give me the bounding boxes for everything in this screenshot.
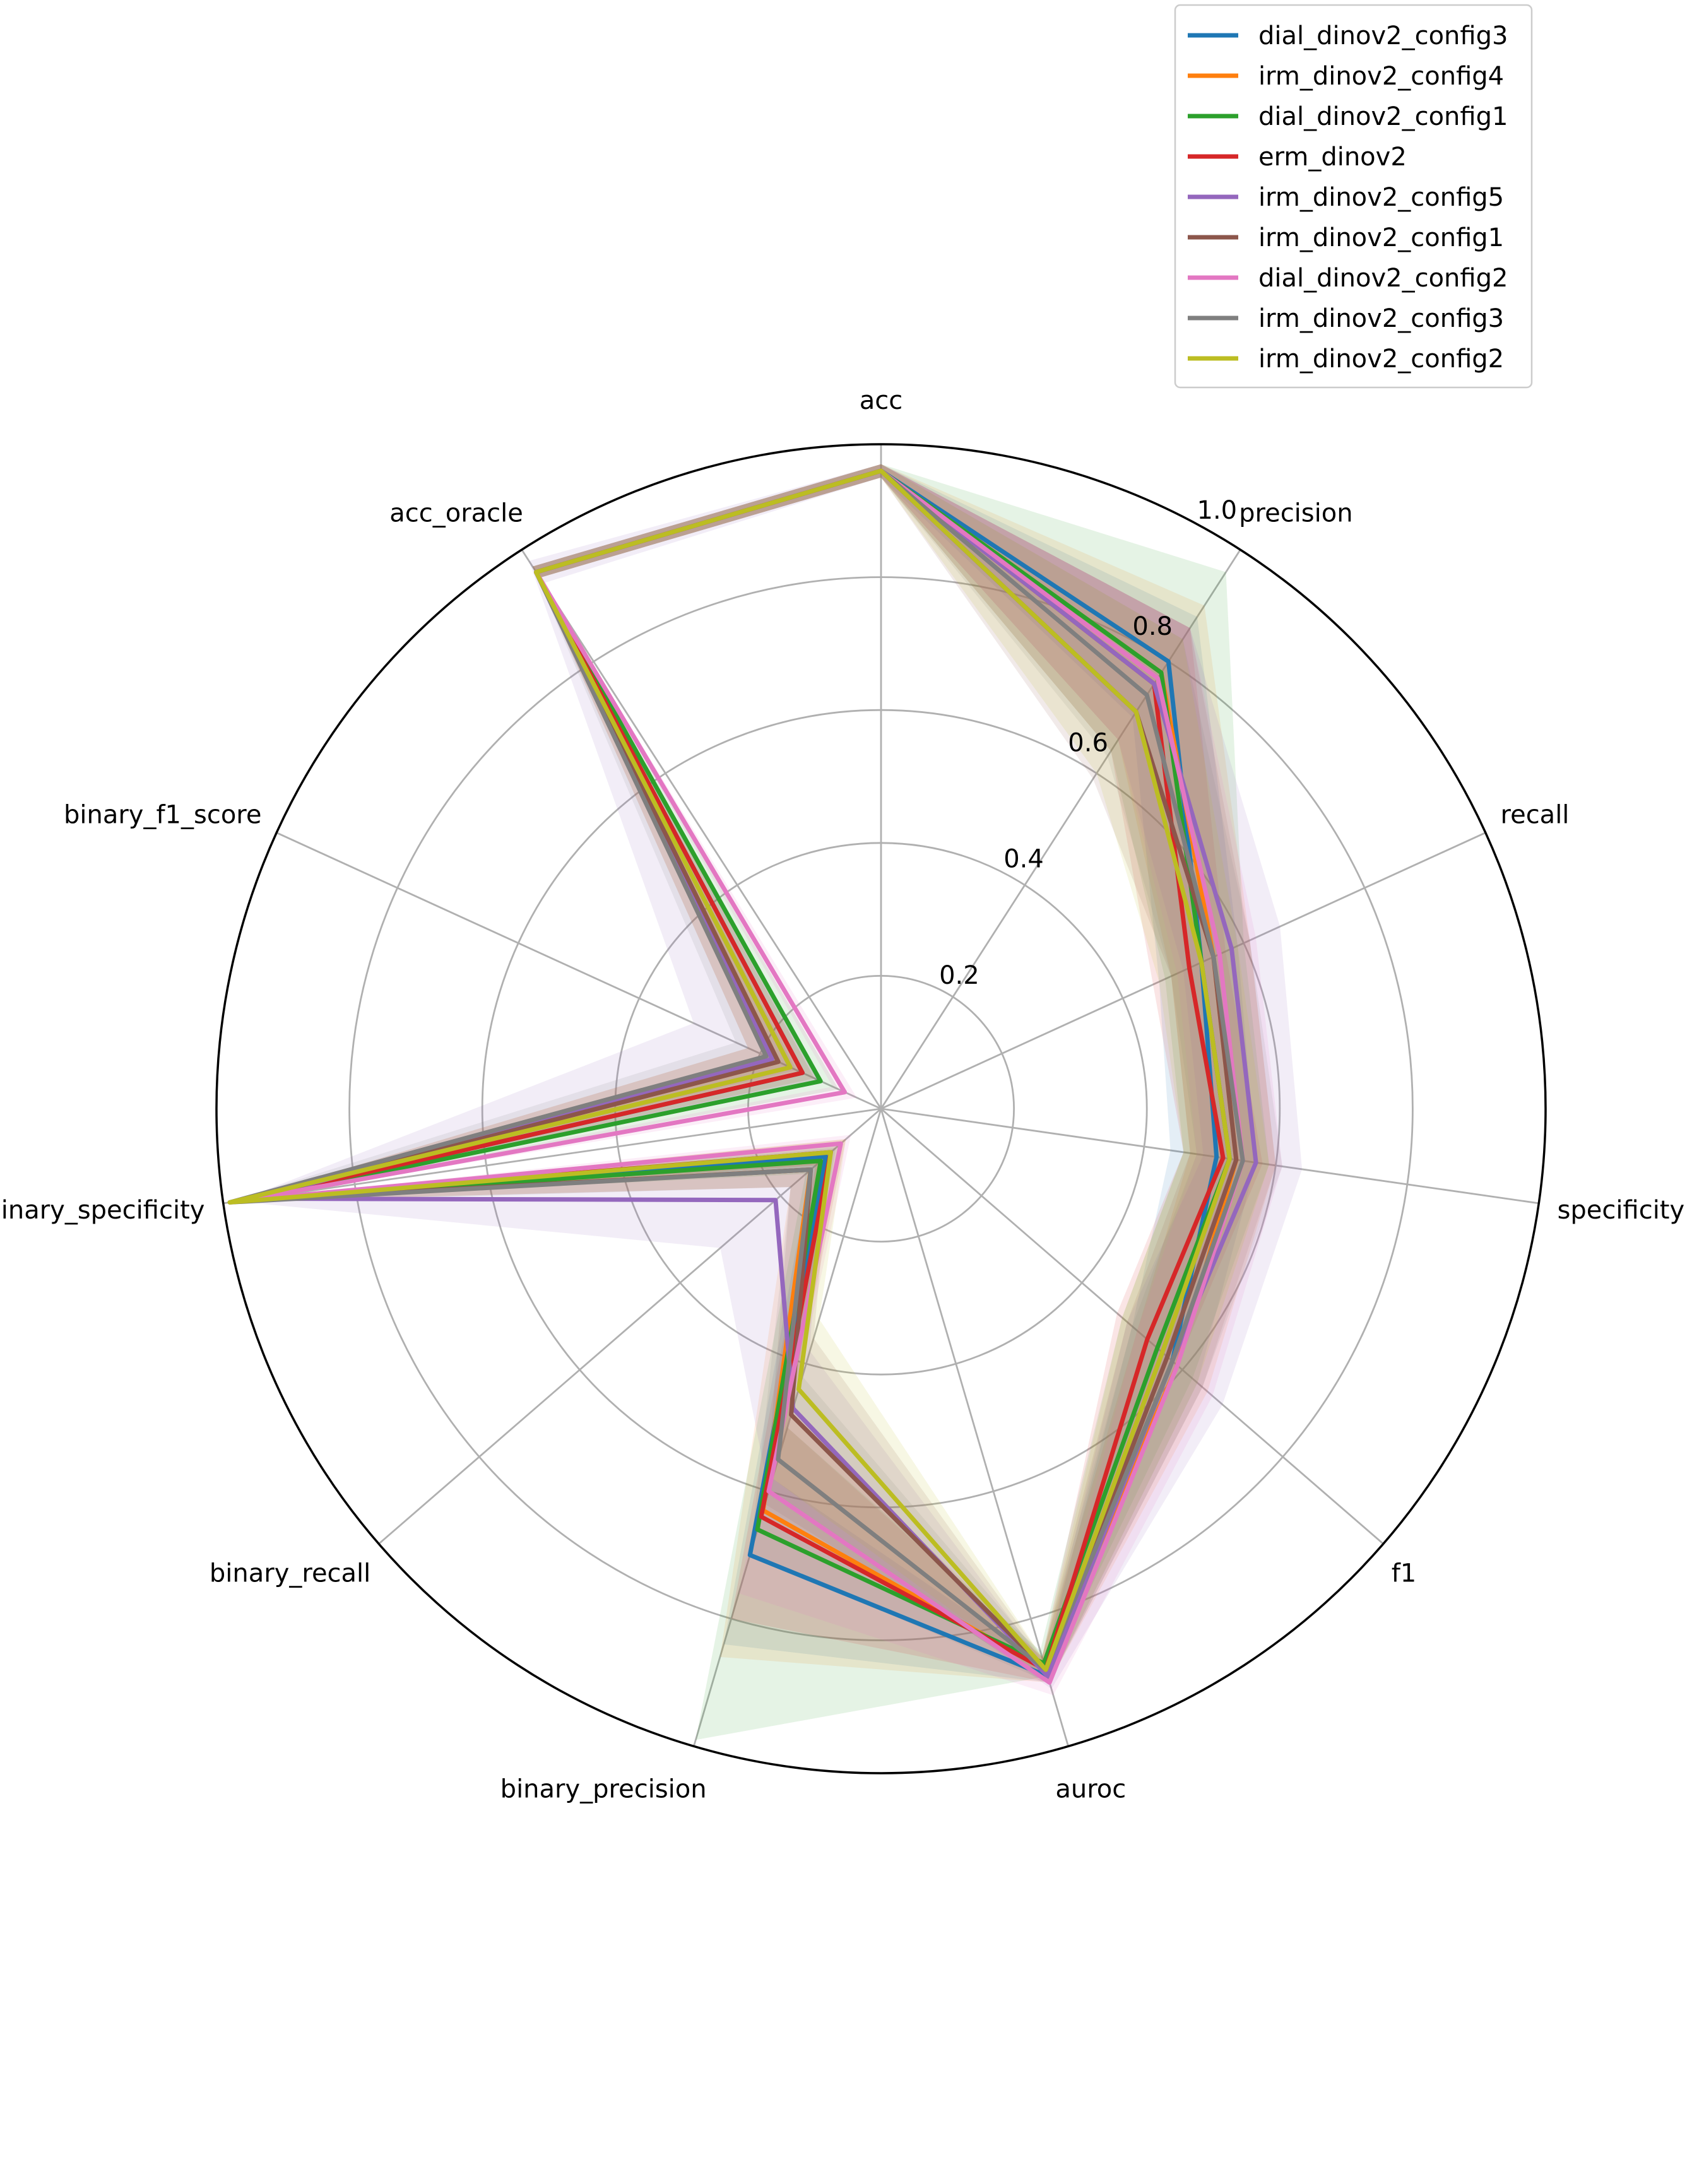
radial-tick-label: 0.8	[1132, 612, 1173, 641]
legend-label: irm_dinov2_config2	[1258, 345, 1504, 374]
radial-tick-label: 0.4	[1003, 845, 1044, 874]
series-line-irm_dinov2_config2	[227, 468, 1232, 1672]
series-line-dial_dinov2_config1	[240, 468, 1232, 1666]
polar-grid	[223, 444, 1539, 1747]
legend-label: dial_dinov2_config1	[1258, 102, 1508, 131]
axis-label: recall	[1501, 800, 1570, 829]
axis-spoke	[223, 1107, 882, 1205]
band-irm_dinov2_config5	[236, 464, 1303, 1689]
legend-label: dial_dinov2_config3	[1258, 21, 1508, 50]
axis-label: acc	[860, 386, 903, 415]
legend-label: erm_dinov2	[1258, 143, 1407, 172]
series-line-irm_dinov2_config3	[227, 468, 1245, 1672]
axis-label: binary_specificity	[0, 1196, 204, 1225]
axis-label: binary_recall	[210, 1559, 370, 1588]
axis-label: binary_f1_score	[64, 800, 262, 829]
band-dial_dinov2_config3	[236, 464, 1257, 1683]
radial-tick-label: 0.2	[939, 961, 979, 990]
series-line-dial_dinov2_config2	[240, 468, 1245, 1685]
legend-label: irm_dinov2_config1	[1258, 223, 1504, 252]
axis-label: acc_oracle	[389, 499, 523, 528]
axis-spoke	[692, 1108, 882, 1747]
axis-spoke	[880, 1108, 1070, 1747]
axis-spoke	[378, 1107, 882, 1545]
radial-tick-label: 1.0	[1197, 496, 1238, 525]
axis-label: f1	[1392, 1559, 1417, 1588]
legend-box	[1174, 4, 1533, 389]
series-line-irm_dinov2_config1	[240, 468, 1239, 1672]
band-erm_dinov2	[236, 464, 1263, 1683]
series-lines	[215, 443, 1547, 1774]
legend-label: irm_dinov2_config4	[1258, 62, 1504, 91]
axis-spoke	[880, 549, 1241, 1109]
outer-frame	[215, 443, 1547, 1774]
legend-label: irm_dinov2_config3	[1258, 304, 1504, 333]
axis-label: precision	[1239, 499, 1352, 528]
band-dial_dinov2_config1	[236, 464, 1269, 1740]
axis-label: binary_precision	[500, 1775, 707, 1804]
axis-label: auroc	[1055, 1775, 1126, 1804]
axis-spoke	[880, 1107, 1539, 1205]
series-line-erm_dinov2	[240, 468, 1226, 1672]
band-irm_dinov2_config3	[223, 464, 1282, 1683]
axis-spoke	[880, 832, 1486, 1110]
axis-spoke	[880, 1107, 1384, 1545]
axis-label: specificity	[1558, 1196, 1685, 1225]
radial-tick-label: 0.6	[1068, 728, 1108, 757]
legend-label: dial_dinov2_config2	[1258, 264, 1508, 293]
legend-label: irm_dinov2_config5	[1258, 183, 1504, 212]
legend: dial_dinov2_config3 irm_dinov2_config4dia…	[1174, 4, 1533, 389]
axis-spoke	[521, 549, 882, 1109]
band-irm_dinov2_config2	[223, 464, 1269, 1683]
axis-labels: 0.2 0.4 0.6 0.8 1.0 acc precision recall specifi…	[0, 386, 1684, 1804]
